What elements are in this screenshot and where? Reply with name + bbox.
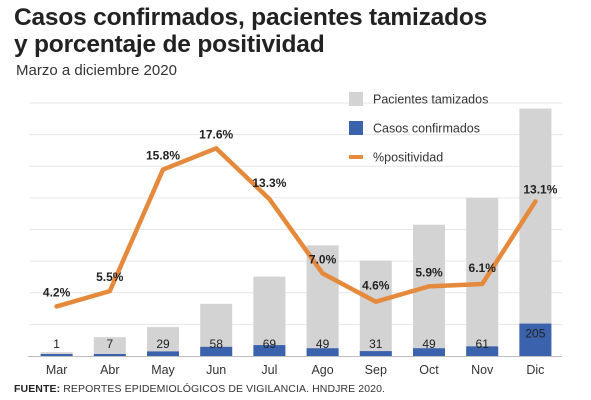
- bar-confirmados-nov: [466, 346, 499, 356]
- month-label-jun: Jun: [206, 363, 226, 377]
- bar-tamizados-sep: [359, 260, 392, 356]
- month-label-nov: Nov: [471, 363, 494, 377]
- chart-subtitle: Marzo a diciembre 2020: [16, 62, 177, 79]
- month-label-may: May: [151, 363, 175, 377]
- pct-label-nov: 6.1%: [469, 261, 497, 275]
- month-label-abr: Abr: [100, 363, 119, 377]
- pct-label-oct: 5.9%: [415, 265, 443, 279]
- bar-confirmados-sep: [359, 351, 392, 356]
- source-note: FUENTE: REPORTES EPIDEMIOLÓGICOS DE VIGI…: [14, 383, 385, 395]
- month-label-oct: Oct: [419, 363, 439, 377]
- pct-label-ago: 7.0%: [309, 252, 337, 266]
- bar-confirmados-abr: [93, 354, 126, 356]
- confirmados-label-ago: 49: [316, 337, 330, 351]
- month-label-mar: Mar: [46, 363, 68, 377]
- bar-tamizados-jul: [253, 276, 286, 356]
- pct-label-jun: 17.6%: [199, 127, 233, 141]
- bar-confirmados-jul: [253, 345, 286, 356]
- pct-label-mar: 4.2%: [43, 285, 71, 299]
- positividad-line: [54, 146, 538, 309]
- month-label-sep: Sep: [365, 363, 387, 377]
- bar-tamizados-may: [147, 327, 179, 356]
- bar-confirmados-ago: [306, 348, 339, 356]
- positividad-polyline: [54, 146, 538, 309]
- legend-swatch-confirmados: [349, 121, 363, 135]
- bar-confirmados-oct: [413, 348, 445, 356]
- bar-tamizados-dic: [519, 108, 552, 356]
- bar-confirmados-mar: [40, 354, 73, 356]
- month-label-ago: Ago: [311, 363, 333, 377]
- pct-label-dic: 13.1%: [523, 182, 557, 196]
- bars: [40, 108, 552, 356]
- legend: Pacientes tamizados Casos confirmados %pos…: [349, 92, 488, 165]
- legend-label-tamizados: Pacientes tamizados: [373, 93, 488, 107]
- bar-tamizados-ago: [306, 245, 339, 356]
- x-axis: Mar Abr May Jun Jul Ago Sep Oct Nov Dic: [28, 356, 562, 377]
- pct-label-jul: 13.3%: [252, 176, 286, 190]
- bar-confirmados-dic: [519, 323, 552, 356]
- source-text: REPORTES EPIDEMIOLÓGICOS DE VIGILANCIA. …: [63, 383, 386, 395]
- confirmados-label-nov: 61: [476, 337, 490, 351]
- pct-label-may: 15.8%: [146, 149, 180, 163]
- confirmados-label-sep: 31: [369, 337, 383, 351]
- bar-confirmados-may: [147, 351, 179, 356]
- confirmados-label-oct: 49: [422, 337, 436, 351]
- legend-label-confirmados: Casos confirmados: [373, 122, 480, 136]
- confirmados-label-mar: 1: [53, 337, 60, 351]
- confirmados-label-jun: 58: [210, 337, 224, 351]
- bar-tamizados-nov: [466, 197, 499, 356]
- source-label: FUENTE:: [14, 383, 61, 395]
- confirmados-label-abr: 7: [106, 337, 113, 351]
- legend-swatch-tamizados: [349, 92, 363, 106]
- month-label-jul: Jul: [261, 363, 277, 377]
- pct-label-sep: 4.6%: [362, 279, 390, 293]
- chart-title: Casos confirmados, pacientes tamizados y…: [14, 4, 488, 58]
- month-label-dic: Dic: [526, 363, 544, 377]
- legend-label-positividad: %positividad: [373, 151, 443, 165]
- data-labels: 4.2% 5.5% 15.8% 17.6% 13.3% 7.0% 4.6% 5.9% 6.1% 1…: [43, 127, 558, 351]
- bar-tamizados-abr: [93, 337, 126, 356]
- pct-label-abr: 5.5%: [96, 270, 124, 284]
- confirmados-label-dic: 205: [525, 327, 545, 341]
- confirmados-label-jul: 69: [263, 337, 277, 351]
- bar-confirmados-jun: [200, 346, 233, 356]
- confirmados-label-may: 29: [156, 337, 170, 351]
